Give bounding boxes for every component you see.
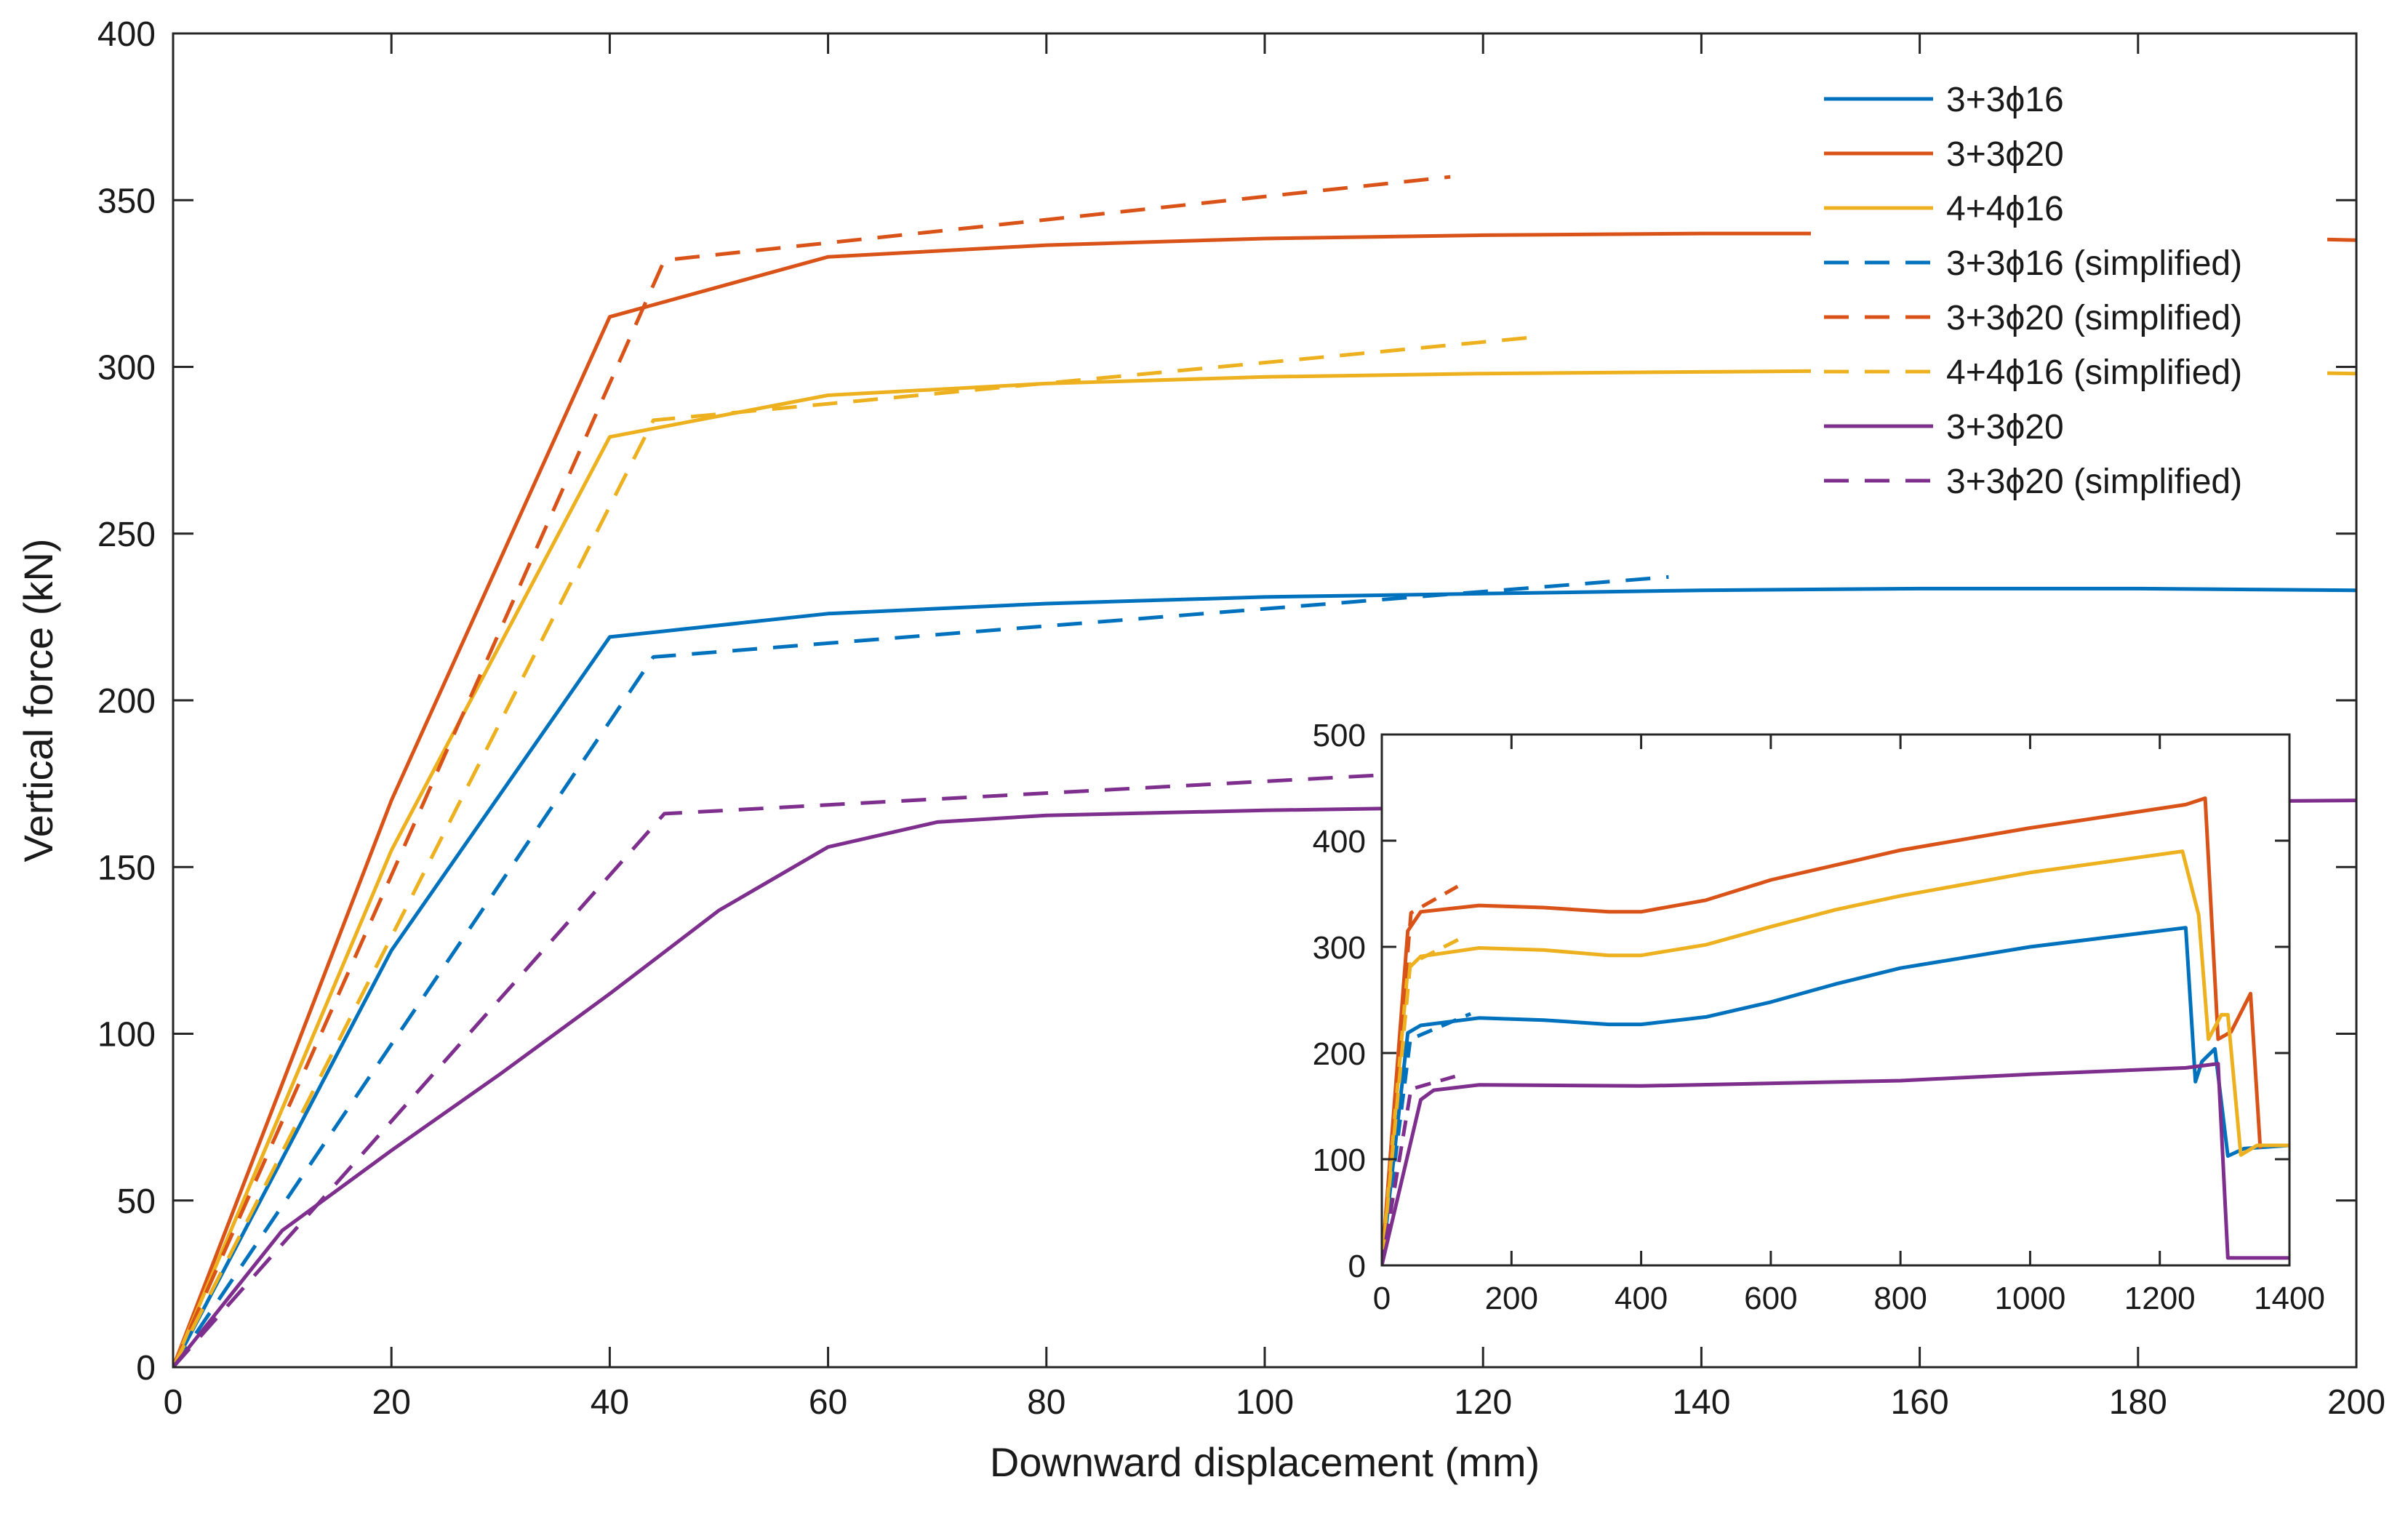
- main-y-tick-label-5: 250: [97, 516, 156, 554]
- main-y-tick-label-1: 50: [117, 1182, 156, 1221]
- main-x-tick-label-6: 120: [1454, 1383, 1512, 1422]
- legend-label-5: 4+4ϕ16 (simplified): [1946, 353, 2242, 392]
- main-x-tick-label-1: 20: [372, 1383, 411, 1422]
- inset-series-line-3: [1382, 1062, 2289, 1265]
- inset-series-group: [1382, 796, 2289, 1265]
- main-x-tick-label-8: 160: [1891, 1383, 1949, 1422]
- main-x-tick-label-0: 0: [164, 1383, 183, 1422]
- legend-label-3: 3+3ϕ16 (simplified): [1946, 244, 2242, 283]
- inset-plot: 0 200 400 600 800 1000 1200 1400 0 100 200 300 400 50…: [1313, 718, 2325, 1316]
- main-series-line-7: [173, 772, 1407, 1367]
- inset-x-tick-label-6: 1200: [2124, 1281, 2196, 1316]
- legend-label-6: 3+3ϕ20: [1946, 408, 2064, 447]
- x-axis-title: Downward displacement (mm): [990, 1439, 1540, 1485]
- inset-x-tick-label-1: 200: [1485, 1281, 1538, 1316]
- inset-y-tick-label-3: 300: [1313, 930, 1366, 966]
- inset-series-line-7: [1382, 1074, 1456, 1265]
- main-y-tick-label-4: 200: [97, 682, 156, 721]
- legend-label-4: 3+3ϕ20 (simplified): [1946, 299, 2242, 337]
- main-y-tick-label-6: 300: [97, 349, 156, 388]
- y-axis-title: Vertical force (kN): [15, 539, 61, 862]
- inset-series-line-6: [1382, 935, 1464, 1265]
- main-y-tick-label-3: 150: [97, 849, 156, 887]
- main-x-tick-label-2: 40: [591, 1383, 629, 1422]
- inset-frame: [1380, 733, 2291, 1267]
- main-x-tick-label-9: 180: [2109, 1383, 2167, 1422]
- legend-label-0: 3+3ϕ16: [1946, 81, 2064, 119]
- inset-y-tick-label-4: 400: [1313, 824, 1366, 860]
- legend-label-2: 4+4ϕ16: [1946, 190, 2064, 228]
- legend-label-1: 3+3ϕ20: [1946, 135, 2064, 174]
- main-series-line-5: [173, 335, 1538, 1367]
- main-y-tick-label-8: 400: [97, 15, 156, 54]
- legend: 3+3ϕ16 3+3ϕ20 4+4ϕ16 3+3ϕ16 (simplified) 3+3…: [1811, 65, 2327, 516]
- inset-plot-area: [1382, 735, 2289, 1265]
- main-x-tick-label-7: 140: [1672, 1383, 1730, 1422]
- legend-box: [1811, 65, 2327, 516]
- main-series-line-3: [173, 575, 1669, 1367]
- inset-y-tick-label-5: 500: [1313, 718, 1366, 753]
- inset-x-tick-label-0: 0: [1373, 1281, 1391, 1316]
- inset-series-line-2: [1382, 849, 2289, 1265]
- inset-series-line-1: [1382, 796, 2263, 1265]
- main-x-tick-label-3: 60: [809, 1383, 847, 1422]
- main-y-tick-label-7: 350: [97, 182, 156, 220]
- legend-label-7: 3+3ϕ20 (simplified): [1946, 463, 2242, 501]
- inset-x-tick-label-4: 800: [1873, 1281, 1927, 1316]
- inset-series-line-4: [1382, 1012, 1472, 1265]
- main-y-tick-label-2: 100: [97, 1016, 156, 1054]
- inset-x-tick-label-3: 600: [1744, 1281, 1797, 1316]
- inset-y-tick-label-1: 100: [1313, 1142, 1366, 1178]
- main-x-tick-label-10: 200: [2327, 1383, 2385, 1422]
- inset-x-tick-label-5: 1000: [1994, 1281, 2065, 1316]
- inset-y-tick-label-2: 200: [1313, 1036, 1366, 1072]
- inset-x-tick-label-7: 1400: [2254, 1281, 2325, 1316]
- main-x-tick-label-4: 80: [1027, 1383, 1065, 1422]
- inset-series-line-0: [1382, 926, 2289, 1265]
- main-y-tick-label-0: 0: [136, 1349, 156, 1388]
- inset-x-tick-label-2: 400: [1615, 1281, 1668, 1316]
- main-x-tick-label-5: 100: [1236, 1383, 1294, 1422]
- inset-y-tick-label-0: 0: [1348, 1249, 1366, 1284]
- main-series-line-0: [173, 586, 2356, 1367]
